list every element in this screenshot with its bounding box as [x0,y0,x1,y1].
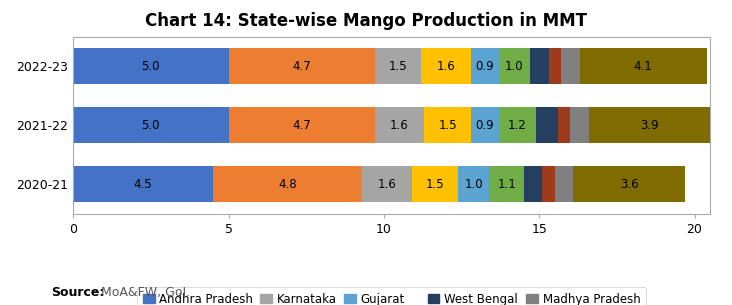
Text: 3.6: 3.6 [620,178,638,191]
Bar [555,166,573,202]
Text: 1.6: 1.6 [436,59,455,73]
Bar [458,166,490,202]
Bar [542,166,555,202]
Bar [530,48,548,84]
Text: 1.0: 1.0 [505,59,523,73]
Text: Source:: Source: [51,286,105,299]
Bar [421,48,471,84]
Bar [228,107,375,143]
Bar [570,107,589,143]
Legend: Andhra Pradesh, Uttar Pradesh, Karnataka, Bihar, Gujarat, Telangana, West Bengal: Andhra Pradesh, Uttar Pradesh, Karnataka… [137,287,646,305]
Text: 5.0: 5.0 [141,119,160,131]
Bar [471,48,498,84]
Text: 1.6: 1.6 [378,178,396,191]
Bar [573,166,685,202]
Text: 1.1: 1.1 [497,178,516,191]
Bar [490,166,523,202]
Bar [362,166,412,202]
Text: 0.9: 0.9 [476,119,494,131]
Bar [73,107,228,143]
Text: 4.7: 4.7 [292,119,311,131]
Bar [580,48,707,84]
Bar [412,166,458,202]
Text: MoA&FW, GoI.: MoA&FW, GoI. [97,286,190,299]
Text: 1.5: 1.5 [426,178,444,191]
Text: 4.7: 4.7 [292,59,311,73]
Text: 1.5: 1.5 [389,59,407,73]
Bar [471,107,498,143]
Bar [498,48,530,84]
Text: 4.5: 4.5 [134,178,152,191]
Bar [589,107,710,143]
Text: 0.9: 0.9 [476,59,494,73]
Text: Chart 14: State-wise Mango Production in MMT: Chart 14: State-wise Mango Production in… [145,12,587,30]
Bar [375,107,425,143]
Bar [425,107,471,143]
Bar [213,166,362,202]
Bar [548,48,561,84]
Text: 5.0: 5.0 [141,59,160,73]
Text: 1.2: 1.2 [508,119,527,131]
Text: 1.5: 1.5 [438,119,457,131]
Text: 3.9: 3.9 [640,119,659,131]
Text: 1.6: 1.6 [390,119,408,131]
Bar [498,107,536,143]
Text: 4.8: 4.8 [278,178,297,191]
Bar [375,48,421,84]
Bar [561,48,580,84]
Bar [228,48,375,84]
Bar [523,166,542,202]
Bar [558,107,570,143]
Bar [73,48,228,84]
Bar [73,166,213,202]
Bar [536,107,558,143]
Text: 1.0: 1.0 [465,178,483,191]
Text: 4.1: 4.1 [634,59,653,73]
